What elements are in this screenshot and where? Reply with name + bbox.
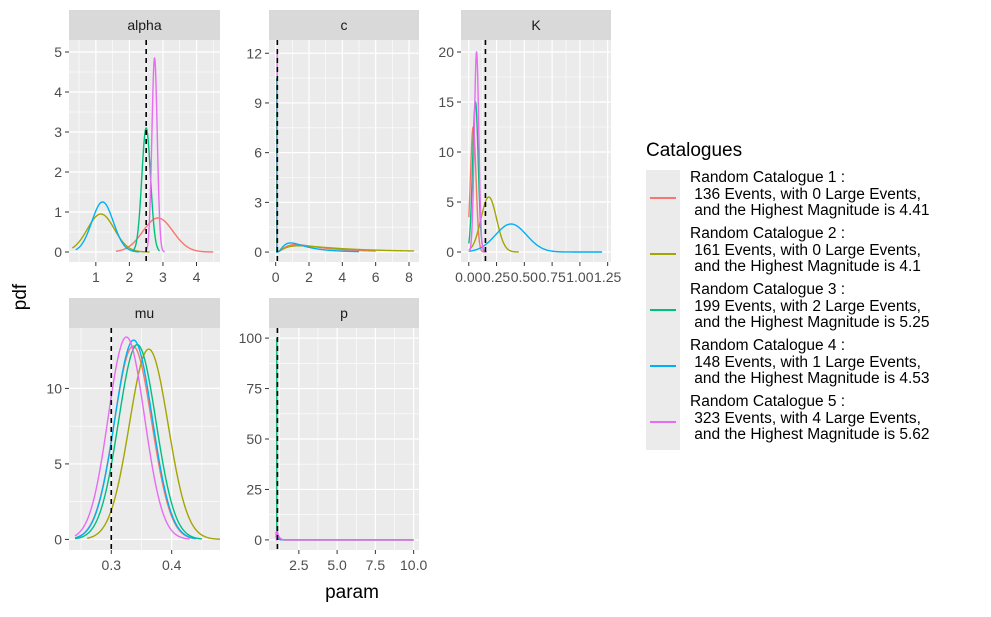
facet-title-p: p	[340, 305, 348, 321]
x-tick-label: 6	[372, 269, 380, 285]
x-tick-label: 4	[338, 269, 346, 285]
y-tick-label: 100	[239, 330, 263, 346]
y-tick-label: 3	[54, 124, 62, 140]
y-tick-label: 10	[46, 380, 62, 396]
legend-key-4	[646, 338, 680, 394]
x-tick-label: 1.25	[594, 269, 621, 285]
y-tick-label: 25	[246, 481, 262, 497]
y-tick-label: 10	[438, 144, 454, 160]
x-tick-label: 1	[92, 269, 100, 285]
y-tick-label: 2	[54, 164, 62, 180]
legend-key-2	[646, 226, 680, 282]
facet-title-alpha: alpha	[127, 17, 161, 33]
x-tick-label: 2.5	[289, 557, 309, 573]
x-tick-label: 1.00	[566, 269, 593, 285]
legend-item-5: Random Catalogue 5 : 323 Events, with 4 …	[646, 394, 986, 450]
x-tick-label: 8	[405, 269, 413, 285]
y-tick-label: 0	[446, 244, 454, 260]
y-tick-label: 4	[54, 84, 62, 100]
panel-bg-c	[269, 40, 419, 262]
x-tick-label: 0.3	[102, 557, 122, 573]
legend-label-3: Random Catalogue 3 : 199 Events, with 2 …	[690, 282, 930, 332]
y-tick-label: 5	[446, 194, 454, 210]
facet-title-mu: mu	[135, 305, 154, 321]
legend-item-2: Random Catalogue 2 : 161 Events, with 0 …	[646, 226, 986, 282]
y-tick-label: 50	[246, 431, 262, 447]
legend-label-4: Random Catalogue 4 : 148 Events, with 1 …	[690, 338, 930, 388]
y-tick-label: 20	[438, 44, 454, 60]
y-tick-label: 0	[54, 531, 62, 547]
legend-key-1	[646, 170, 680, 226]
y-tick-label: 12	[246, 45, 262, 61]
legend: Catalogues Random Catalogue 1 : 136 Even…	[646, 140, 986, 450]
x-tick-label: 3	[159, 269, 167, 285]
x-axis-label: param	[325, 582, 379, 603]
y-axis-label: pdf	[10, 283, 31, 310]
x-tick-label: 0	[272, 269, 280, 285]
legend-title: Catalogues	[646, 140, 986, 162]
facet-title-c: c	[341, 17, 348, 33]
x-tick-label: 0.25	[483, 269, 510, 285]
x-tick-label: 2	[305, 269, 313, 285]
x-tick-label: 4	[193, 269, 201, 285]
y-tick-label: 75	[246, 381, 262, 397]
y-tick-label: 0	[254, 532, 262, 548]
legend-item-1: Random Catalogue 1 : 136 Events, with 0 …	[646, 170, 986, 226]
y-tick-label: 5	[54, 44, 62, 60]
y-tick-label: 6	[254, 145, 262, 161]
legend-label-5: Random Catalogue 5 : 323 Events, with 4 …	[690, 394, 930, 444]
panel-bg-k	[461, 40, 611, 262]
x-tick-label: 10.0	[400, 557, 427, 573]
x-tick-label: 0.75	[538, 269, 565, 285]
legend-label-1: Random Catalogue 1 : 136 Events, with 0 …	[690, 170, 930, 220]
legend-label-2: Random Catalogue 2 : 161 Events, with 0 …	[690, 226, 921, 276]
x-tick-label: 7.5	[366, 557, 386, 573]
legend-key-3	[646, 282, 680, 338]
y-tick-label: 15	[438, 94, 454, 110]
facet-title-k: K	[531, 17, 541, 33]
x-tick-label: 5.0	[327, 557, 347, 573]
y-tick-label: 1	[54, 204, 62, 220]
y-tick-label: 9	[254, 95, 262, 111]
x-tick-label: 0.50	[511, 269, 538, 285]
legend-item-3: Random Catalogue 3 : 199 Events, with 2 …	[646, 282, 986, 338]
y-tick-label: 0	[54, 244, 62, 260]
legend-key-5	[646, 394, 680, 450]
y-tick-label: 5	[54, 456, 62, 472]
y-tick-label: 3	[254, 194, 262, 210]
legend-item-4: Random Catalogue 4 : 148 Events, with 1 …	[646, 338, 986, 394]
x-tick-label: 0.00	[455, 269, 482, 285]
x-tick-label: 0.4	[162, 557, 182, 573]
y-tick-label: 0	[254, 244, 262, 260]
x-tick-label: 2	[126, 269, 134, 285]
